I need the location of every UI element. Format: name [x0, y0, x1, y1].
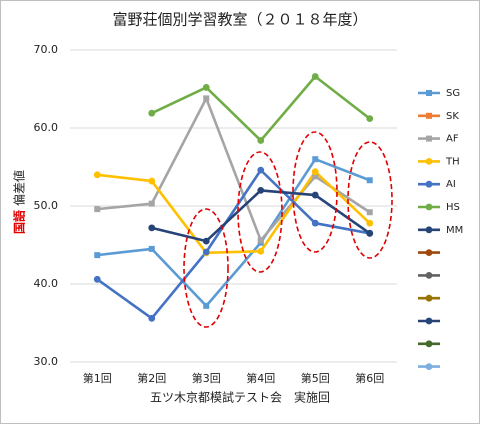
- legend-label: SK: [446, 111, 459, 122]
- legend-label: HS: [446, 202, 460, 213]
- series-line: [97, 97, 371, 242]
- marker: [312, 156, 319, 163]
- y-tick-label: 40.0: [34, 277, 59, 290]
- marker: [425, 363, 433, 370]
- x-tick-label: 第2回: [137, 371, 166, 385]
- marker: [425, 158, 433, 165]
- marker: [425, 203, 433, 211]
- highlight-ellipse: [347, 141, 393, 259]
- marker: [203, 302, 210, 309]
- marker: [148, 177, 156, 185]
- marker: [203, 95, 210, 102]
- highlight-ellipse: [183, 208, 229, 328]
- marker: [93, 275, 101, 283]
- marker: [426, 135, 432, 142]
- marker: [425, 294, 433, 302]
- marker: [202, 248, 210, 256]
- marker: [366, 177, 373, 184]
- marker: [425, 180, 433, 188]
- x-tick-label: 第6回: [355, 371, 384, 385]
- highlight-ellipse: [292, 131, 338, 253]
- plot: [93, 73, 374, 322]
- marker: [425, 340, 433, 348]
- x-tick-label: 第5回: [301, 371, 330, 385]
- marker: [257, 187, 265, 194]
- marker: [94, 206, 101, 213]
- marker: [311, 168, 319, 176]
- y-label-measure: 偏差値: [12, 170, 27, 206]
- marker: [311, 191, 319, 199]
- legend-label: AF: [446, 134, 459, 145]
- y-tick-label: 70.0: [34, 43, 59, 56]
- marker: [257, 166, 265, 174]
- y-label-subject: 国語: [12, 210, 27, 234]
- marker: [366, 115, 374, 123]
- marker: [148, 200, 155, 207]
- grid: 30.0 40.0 50.0 60.0 70.0 第1回 第2回 第3回 第4回 第5回 第6回: [34, 43, 397, 385]
- marker: [425, 272, 433, 279]
- marker: [202, 84, 210, 91]
- marker: [148, 314, 156, 322]
- highlight-ellipse: [237, 151, 283, 273]
- chart-title: 富野荘個別学習教室（２０１８年度）: [112, 11, 367, 29]
- marker: [425, 249, 433, 256]
- series-line: [97, 157, 371, 308]
- marker: [426, 112, 432, 119]
- annotations: [183, 131, 393, 328]
- marker: [257, 137, 265, 144]
- legend-label: SG: [446, 88, 460, 99]
- legend: SG SK AF TH AI HS MM: [418, 88, 463, 370]
- x-tick-label: 第3回: [192, 371, 221, 385]
- legend-label: AI: [446, 179, 456, 190]
- marker: [94, 252, 101, 259]
- x-tick-label: 第1回: [83, 371, 112, 385]
- marker: [311, 73, 319, 80]
- y-tick-label: 30.0: [34, 355, 59, 368]
- marker: [257, 237, 264, 244]
- legend-label: MM: [446, 225, 463, 236]
- marker: [426, 90, 432, 96]
- marker: [366, 229, 374, 237]
- legend-label: TH: [445, 156, 460, 167]
- marker: [312, 173, 319, 180]
- y-tick-label: 60.0: [34, 121, 59, 134]
- marker: [148, 245, 155, 252]
- marker: [93, 171, 101, 179]
- series-line: [96, 168, 370, 320]
- marker: [148, 224, 156, 232]
- marker: [366, 219, 374, 227]
- x-tick-label: 第4回: [246, 371, 275, 385]
- series-line: [97, 170, 371, 255]
- y-tick-label: 50.0: [34, 199, 59, 212]
- marker: [311, 219, 319, 227]
- marker: [148, 109, 156, 117]
- marker: [425, 226, 433, 234]
- marker: [425, 317, 433, 325]
- marker: [366, 209, 373, 216]
- x-axis-label: 五ツ木京都模試テスト会 実施回: [150, 390, 330, 405]
- marker: [257, 247, 265, 255]
- y-axis-label: 国語 偏差値: [12, 170, 27, 234]
- marker: [202, 237, 210, 245]
